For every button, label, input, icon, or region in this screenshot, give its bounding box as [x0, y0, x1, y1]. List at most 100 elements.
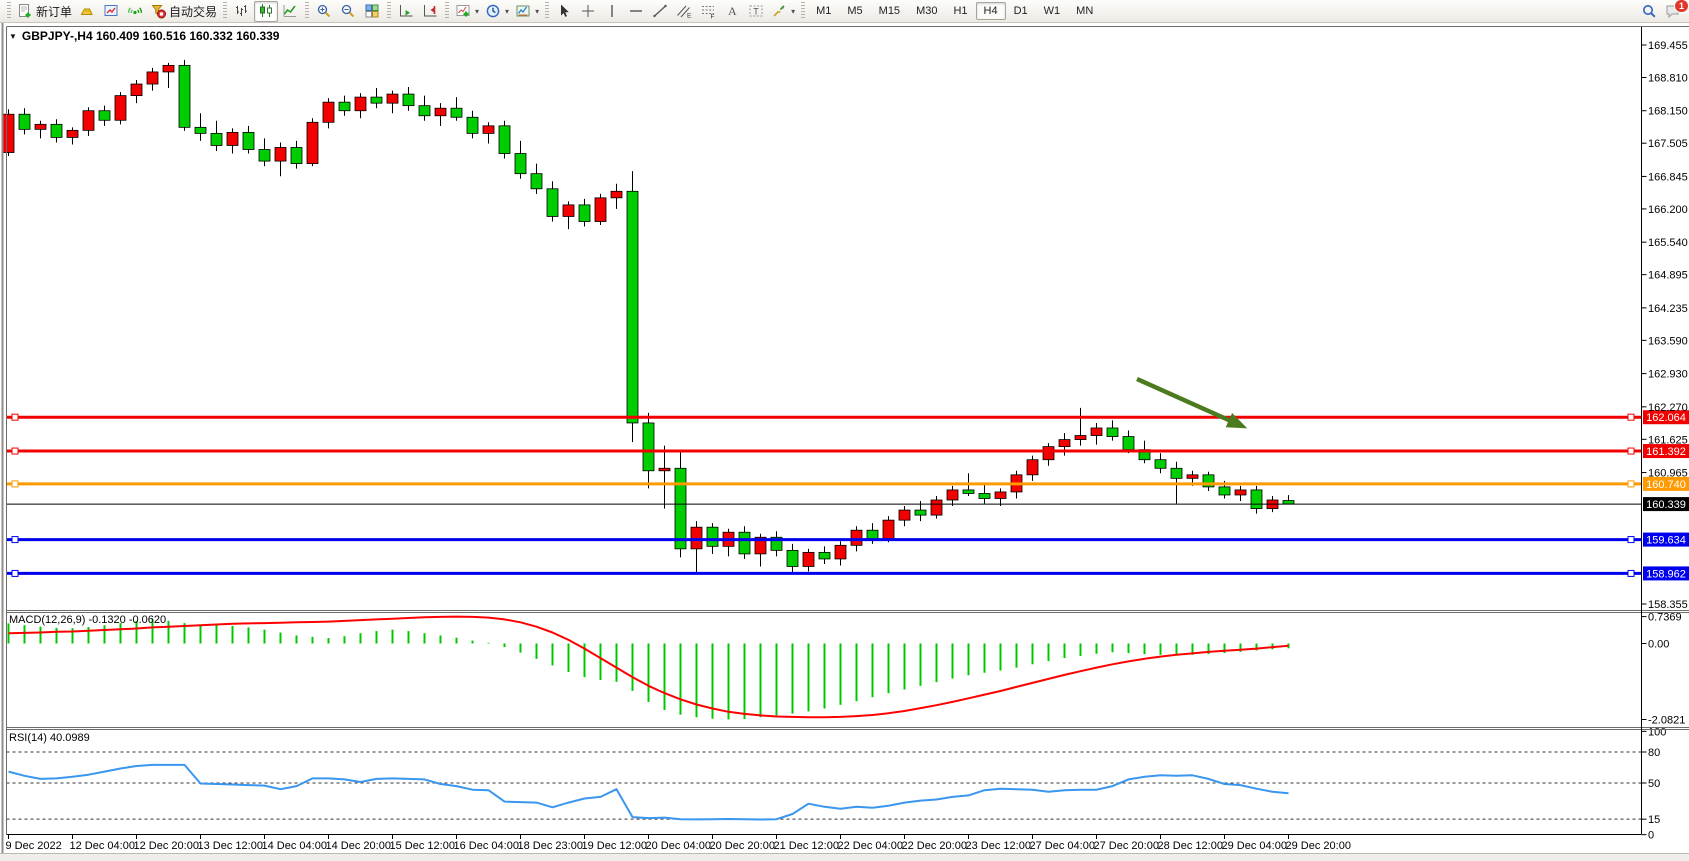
svg-text:0.00: 0.00	[1648, 639, 1669, 651]
search-icon	[1641, 3, 1657, 19]
horizontal-line-objects[interactable]: 162.064 161.392 160.740 159.634 158.962 160.3…	[6, 410, 1689, 581]
publish-chart-button[interactable]	[99, 1, 123, 22]
line-handle[interactable]	[1627, 536, 1635, 544]
symbol-ohlc-text: GBPJPY-,H4 160.409 160.516 160.332 160.3…	[21, 29, 280, 43]
line-handle[interactable]	[11, 569, 19, 577]
svg-text:0: 0	[1648, 830, 1654, 842]
equidistant-channel-button[interactable]: E	[672, 1, 696, 22]
svg-text:12 Dec 04:00: 12 Dec 04:00	[70, 840, 135, 852]
svg-text:162.270: 162.270	[1648, 402, 1688, 414]
fibonacci-button[interactable]: F	[696, 1, 720, 22]
chevron-down-icon[interactable]: ▾	[791, 6, 796, 16]
auto-scroll-button[interactable]	[394, 1, 418, 22]
zoom-in-button[interactable]	[312, 1, 336, 22]
status-bar	[0, 853, 1689, 861]
signals-button[interactable]	[123, 1, 147, 22]
timeframe-m5[interactable]: M5	[847, 5, 863, 17]
vertical-line-button[interactable]	[600, 1, 624, 22]
rsi-pane: 100 80 50 15 0	[6, 726, 1666, 842]
collapse-ohlc-button[interactable]: ▼	[9, 31, 17, 41]
svg-text:18 Dec 23:00: 18 Dec 23:00	[518, 840, 583, 852]
svg-text:168.810: 168.810	[1648, 72, 1688, 84]
line-handle[interactable]	[11, 447, 19, 455]
chart-shift-button[interactable]	[418, 1, 442, 22]
timeframe-d1[interactable]: D1	[1013, 5, 1028, 17]
svg-text:161.625: 161.625	[1648, 434, 1688, 446]
macd-signal-line	[8, 615, 1289, 719]
arrow-tools-button[interactable]: ▾	[768, 1, 798, 22]
svg-text:F: F	[711, 14, 715, 20]
gold-icon	[79, 3, 95, 19]
linechart-icon	[282, 3, 298, 19]
svg-text:162.930: 162.930	[1648, 369, 1688, 381]
line-handle[interactable]	[1627, 413, 1635, 421]
chevron-down-icon[interactable]: ▾	[475, 6, 480, 16]
line-handle[interactable]	[1627, 480, 1635, 488]
bar-chart-button[interactable]	[230, 1, 254, 22]
candlestick-chart-button[interactable]	[254, 0, 279, 22]
indicators-button[interactable]: ▾	[452, 1, 482, 22]
bars-icon	[234, 3, 250, 19]
svg-text:165.540: 165.540	[1648, 237, 1688, 249]
templates-button[interactable]: ▾	[512, 1, 542, 22]
gold-button[interactable]	[75, 1, 99, 22]
line-handle[interactable]	[11, 413, 19, 421]
chevron-down-icon[interactable]: ▾	[505, 6, 510, 16]
search-button[interactable]	[1637, 1, 1661, 22]
tile-windows-button[interactable]	[360, 1, 384, 22]
toolbar-grip	[223, 2, 228, 20]
trendline-button[interactable]	[648, 1, 672, 22]
text-label-button[interactable]: T	[744, 1, 768, 22]
macd-indicator-label: MACD(12,26,9) -0.1320 -0.0620	[9, 614, 167, 626]
line-handle[interactable]	[1627, 569, 1635, 577]
main-toolbar: 新订单 自动交易 ▾ ▾ ▾ E F A T ▾ M1 M5 M15 M30 H1 H4 D1 W1 MN 1	[0, 0, 1689, 23]
periods-icon	[485, 3, 501, 19]
svg-text:22 Dec 20:00: 22 Dec 20:00	[902, 840, 967, 852]
zoom-out-button[interactable]	[336, 1, 360, 22]
auto-trading-button[interactable]: 自动交易	[147, 1, 220, 22]
svg-text:159.634: 159.634	[1646, 535, 1686, 547]
timeframe-h1[interactable]: H1	[953, 5, 968, 17]
indicators-icon	[455, 3, 471, 19]
line-chart-button[interactable]	[278, 1, 302, 22]
svg-text:169.455: 169.455	[1648, 40, 1688, 52]
svg-text:9 Dec 2022: 9 Dec 2022	[6, 840, 62, 852]
svg-text:163.590: 163.590	[1648, 335, 1688, 347]
timeframe-m1[interactable]: M1	[816, 5, 832, 17]
line-handle[interactable]	[11, 536, 19, 544]
svg-text:168.150: 168.150	[1648, 106, 1688, 118]
cursor-button[interactable]	[552, 1, 576, 22]
svg-text:162.064: 162.064	[1646, 412, 1686, 424]
svg-text:161.392: 161.392	[1646, 446, 1686, 458]
svg-text:158.355: 158.355	[1648, 599, 1688, 611]
arrow-annotation[interactable]	[1136, 376, 1248, 429]
crosshair-button[interactable]	[576, 1, 600, 22]
svg-text:166.200: 166.200	[1648, 204, 1688, 216]
new-order-button[interactable]: 新订单	[14, 1, 75, 22]
timeframe-h4[interactable]: H4	[975, 2, 1006, 20]
templates-icon	[515, 3, 531, 19]
arrowtools-icon	[771, 3, 787, 19]
candlesticks[interactable]	[2, 59, 1295, 575]
timeframe-m15[interactable]: M15	[878, 5, 901, 17]
chevron-down-icon[interactable]: ▾	[535, 6, 540, 16]
fibo-icon: F	[700, 3, 716, 19]
timeframe-mn[interactable]: MN	[1076, 5, 1094, 17]
timeframe-m30[interactable]: M30	[916, 5, 938, 17]
svg-text:158.962: 158.962	[1646, 568, 1686, 580]
publish-icon	[103, 3, 119, 19]
timeframe-w1[interactable]: W1	[1043, 5, 1061, 17]
svg-text:T: T	[753, 7, 759, 17]
periods-button[interactable]: ▾	[482, 1, 512, 22]
rsi-indicator-label: RSI(14) 40.0989	[9, 732, 90, 744]
svg-text:22 Dec 04:00: 22 Dec 04:00	[838, 840, 903, 852]
line-handle[interactable]	[11, 480, 19, 488]
price-badge	[1643, 444, 1689, 459]
horizontal-line-button[interactable]	[624, 1, 648, 22]
text-button[interactable]: A	[720, 1, 744, 22]
line-handle[interactable]	[1627, 447, 1635, 455]
svg-text:15: 15	[1648, 814, 1660, 826]
svg-text:0.7369: 0.7369	[1648, 612, 1682, 624]
svg-text:-2.0821: -2.0821	[1648, 714, 1685, 726]
